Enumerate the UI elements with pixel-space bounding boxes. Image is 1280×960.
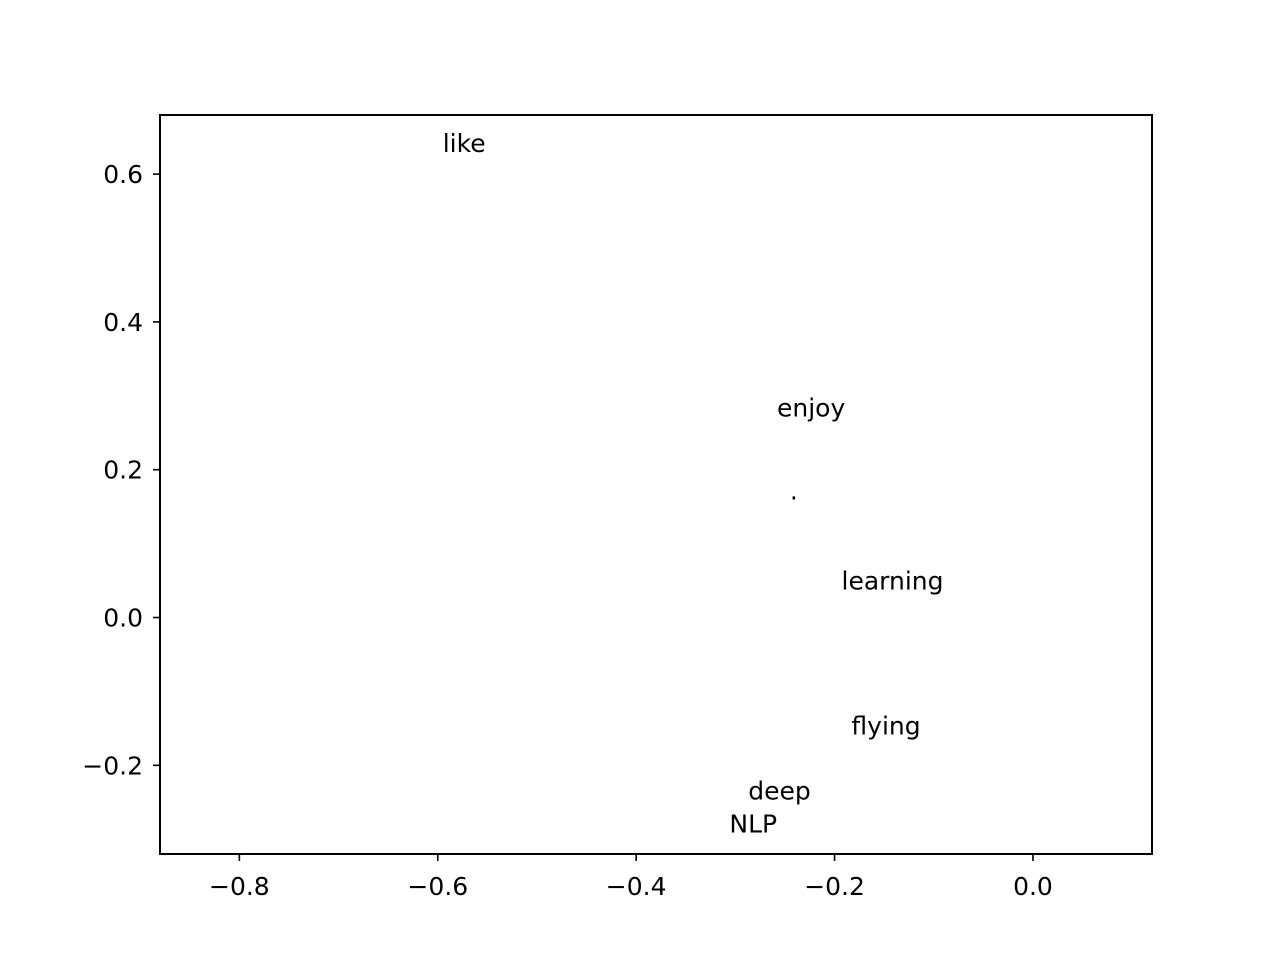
plot-axes [159,114,1153,855]
axis-ticks: −0.8 −0.6 −0.4 −0.2 0.0 −0.2 0.0 0.2 0.4 0.6 [82,160,1053,901]
y-tick-label: 0.0 [103,604,143,633]
word-labels: like enjoy. learning flying deep NLP [443,129,944,839]
word-point-label: enjoy [777,394,845,423]
y-tick-label: 0.6 [103,160,143,189]
word-point-label: deep [748,776,811,805]
word-point-label: learning [842,566,944,595]
x-tick-label: −0.8 [209,872,270,901]
x-tick-label: −0.4 [606,872,667,901]
y-tick-label: 0.4 [103,308,143,337]
x-tick-label: 0.0 [1013,872,1053,901]
x-tick-label: −0.2 [804,872,865,901]
word-point-label: NLP [729,810,777,839]
word-point-label: like [443,129,486,158]
word-point-label: . [790,476,798,505]
word-point-label: flying [851,711,920,740]
y-tick-label: 0.2 [103,456,143,485]
x-tick-label: −0.6 [407,872,468,901]
plot-frame [159,114,1153,855]
y-tick-label: −0.2 [82,751,143,780]
